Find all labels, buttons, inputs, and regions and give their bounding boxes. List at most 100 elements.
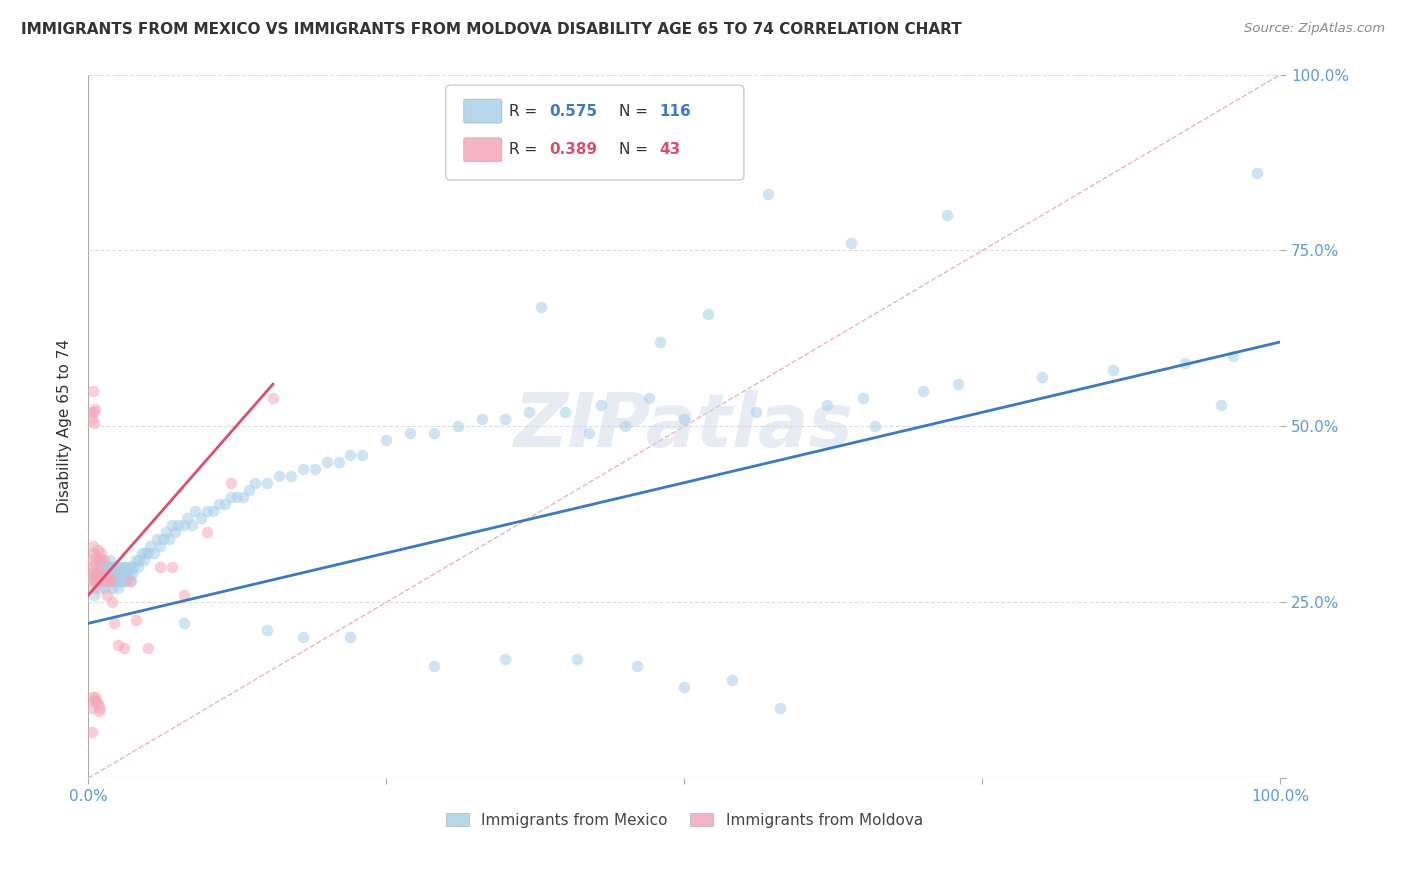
Point [673, 412, 696, 426]
Point [238, 483, 260, 497]
Point [98, 567, 121, 582]
Point [105, 574, 128, 589]
Point [83, 546, 105, 560]
Point [94, 574, 117, 589]
Point [280, 468, 302, 483]
FancyBboxPatch shape [464, 138, 502, 161]
Point [89, 581, 111, 595]
Point [122, 560, 145, 574]
Point [82, 384, 104, 399]
Point [87, 574, 110, 589]
Point [232, 490, 254, 504]
Text: R =: R = [509, 103, 543, 119]
Point [104, 560, 127, 574]
Point [89, 560, 111, 574]
Point [80, 567, 103, 582]
Point [103, 616, 125, 631]
Point [195, 504, 218, 518]
Point [118, 574, 141, 589]
Point [375, 434, 398, 448]
Point [626, 658, 648, 673]
Point [494, 651, 516, 665]
Point [80, 412, 103, 426]
Point [98, 574, 121, 589]
Point [86, 549, 108, 564]
Point [262, 391, 284, 405]
Point [86, 542, 108, 557]
Point [471, 412, 494, 426]
Point [256, 624, 278, 638]
Point [94, 567, 117, 582]
Point [112, 567, 135, 582]
Point [103, 574, 125, 589]
FancyBboxPatch shape [446, 85, 744, 180]
Point [166, 517, 188, 532]
Point [86, 694, 108, 708]
Point [97, 574, 120, 589]
Point [142, 546, 165, 560]
Point [650, 334, 672, 349]
Point [195, 524, 218, 539]
Point [87, 705, 110, 719]
Point [101, 567, 124, 582]
Point [82, 539, 104, 553]
Point [815, 398, 838, 412]
Point [219, 475, 242, 490]
Point [83, 588, 105, 602]
Point [93, 574, 115, 589]
Point [637, 391, 659, 405]
Point [1222, 349, 1244, 363]
Point [160, 560, 183, 574]
Point [721, 673, 744, 687]
Point [84, 401, 107, 416]
Text: N =: N = [619, 103, 652, 119]
Point [83, 416, 105, 430]
Point [173, 517, 195, 532]
Point [84, 571, 107, 585]
Text: IMMIGRANTS FROM MEXICO VS IMMIGRANTS FROM MOLDOVA DISABILITY AGE 65 TO 74 CORREL: IMMIGRANTS FROM MEXICO VS IMMIGRANTS FRO… [21, 22, 962, 37]
Point [107, 581, 129, 595]
Text: 43: 43 [659, 143, 681, 157]
Point [673, 680, 696, 694]
Point [423, 658, 446, 673]
Point [84, 557, 107, 571]
Point [256, 475, 278, 490]
Point [697, 307, 720, 321]
Point [93, 553, 115, 567]
Point [155, 524, 177, 539]
Point [98, 553, 121, 567]
Point [352, 448, 374, 462]
Text: 116: 116 [659, 103, 690, 119]
Point [589, 398, 612, 412]
Point [173, 588, 195, 602]
Point [839, 236, 862, 251]
Point [89, 571, 111, 585]
Point [97, 574, 120, 589]
Point [96, 560, 118, 574]
Point [152, 532, 174, 546]
Point [173, 616, 195, 631]
Point [852, 391, 875, 405]
Point [157, 532, 180, 546]
Point [97, 560, 120, 574]
Point [863, 419, 886, 434]
Point [90, 546, 112, 560]
Point [423, 426, 446, 441]
Point [1174, 356, 1197, 370]
Point [190, 511, 212, 525]
Point [769, 701, 792, 715]
Point [89, 564, 111, 578]
Point [339, 631, 361, 645]
Legend: Immigrants from Mexico, Immigrants from Moldova: Immigrants from Mexico, Immigrants from … [440, 806, 929, 834]
Point [100, 571, 122, 585]
Point [131, 546, 153, 560]
Point [83, 405, 105, 419]
Point [111, 567, 134, 582]
Point [86, 698, 108, 712]
Point [134, 553, 156, 567]
Point [91, 553, 114, 567]
Point [110, 574, 132, 589]
Y-axis label: Disability Age 65 to 74: Disability Age 65 to 74 [58, 339, 72, 514]
Point [117, 560, 139, 574]
Point [494, 412, 516, 426]
